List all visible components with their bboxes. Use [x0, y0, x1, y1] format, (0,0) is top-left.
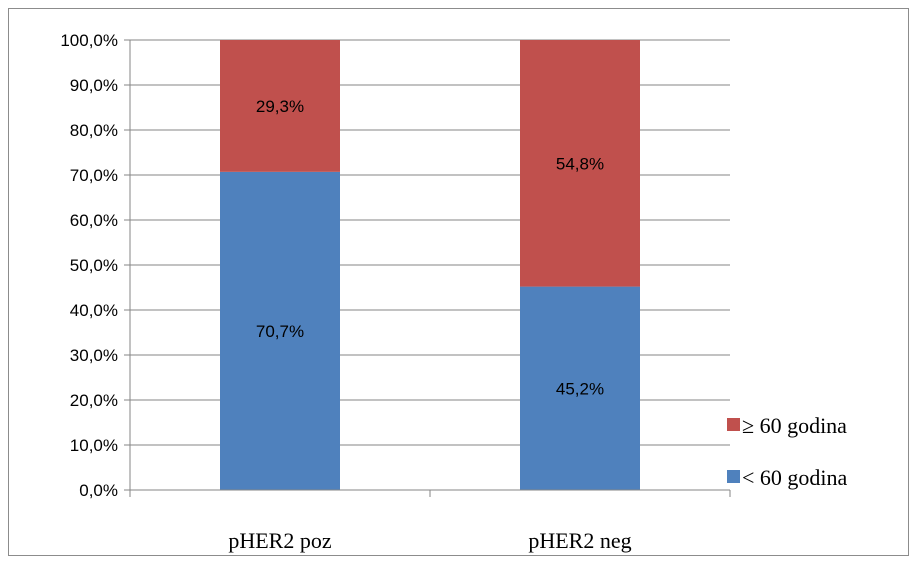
labels: 0,0% 10,0% 20,0% 30,0% 40,0% 50,0% 60,0% 70,0% 8… — [60, 31, 631, 553]
axes — [124, 39, 731, 497]
bar-segment — [520, 40, 640, 287]
y-tick-label: 70,0% — [70, 166, 118, 185]
data-label: 70,7% — [256, 322, 304, 341]
y-tick-label: 50,0% — [70, 256, 118, 275]
y-tick-label: 0,0% — [79, 481, 118, 500]
legend-label: < 60 godina — [742, 465, 848, 490]
legend: ≥ 60 godina < 60 godina — [727, 413, 848, 490]
legend-swatch — [727, 470, 740, 483]
y-tick-label: 20,0% — [70, 391, 118, 410]
x-category-label: pHER2 neg — [528, 528, 631, 553]
y-tick-label: 90,0% — [70, 76, 118, 95]
y-tick-label: 60,0% — [70, 211, 118, 230]
bar-segment — [520, 286, 640, 490]
data-label: 45,2% — [556, 379, 604, 398]
y-tick-label: 10,0% — [70, 436, 118, 455]
legend-swatch — [727, 418, 740, 431]
chart-frame — [8, 8, 909, 556]
y-tick-label: 100,0% — [60, 31, 118, 50]
y-tick-label: 40,0% — [70, 301, 118, 320]
bar-segment — [220, 40, 340, 172]
y-tick-label: 80,0% — [70, 121, 118, 140]
bars — [220, 40, 640, 490]
data-label: 29,3% — [256, 97, 304, 116]
bar-segment — [220, 171, 340, 490]
y-tick-label: 30,0% — [70, 346, 118, 365]
x-category-label: pHER2 poz — [228, 528, 332, 553]
legend-label: ≥ 60 godina — [742, 413, 847, 438]
data-label: 54,8% — [556, 154, 604, 173]
